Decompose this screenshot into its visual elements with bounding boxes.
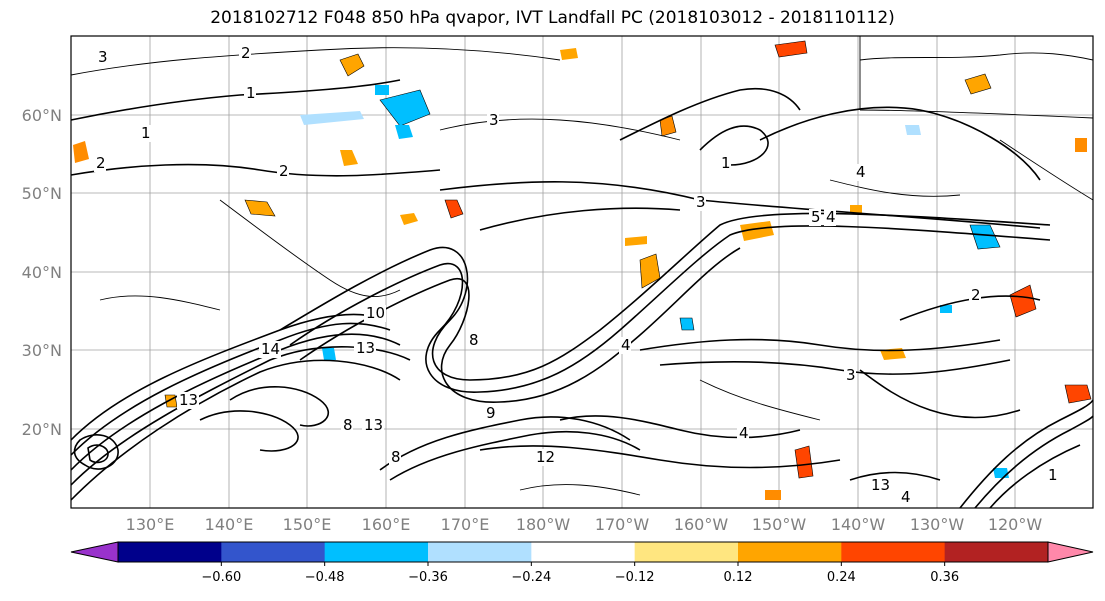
- lon-label: 150°W: [752, 515, 807, 534]
- lon-label: 180°W: [516, 515, 571, 534]
- colorbar-segment: [738, 542, 842, 562]
- contour-label: 3: [98, 48, 108, 66]
- colorbar-extend-max: [1047, 541, 1094, 563]
- contour-label: 14: [261, 340, 280, 358]
- qvapor-anomaly-fills: [73, 40, 1092, 500]
- colorbar-tick-label: 0.12: [724, 570, 753, 585]
- contour-label: 12: [536, 448, 555, 466]
- contour-label: 8: [391, 448, 401, 466]
- map-frame: [70, 35, 1094, 509]
- contour-label: 8: [469, 331, 479, 349]
- lon-label: 130°E: [126, 515, 175, 534]
- colorbar-segment: [428, 542, 532, 562]
- lon-label: 130°W: [910, 515, 965, 534]
- contour-label: 1: [721, 154, 731, 172]
- contour-label: 13: [871, 476, 890, 494]
- colorbar-segment: [324, 542, 429, 562]
- contour-label: 4: [621, 336, 631, 354]
- colorbar-tick-label: 0.36: [930, 570, 959, 585]
- contour-label: 3: [696, 193, 706, 211]
- colorbar-tick-label: −0.24: [511, 570, 551, 585]
- contour-label: 10: [366, 304, 385, 322]
- colorbar-segment: [634, 542, 739, 562]
- colorbar-segment: [944, 542, 1049, 562]
- lon-label: 170°E: [441, 515, 490, 534]
- lat-label: 50°N: [22, 184, 62, 203]
- contour-label: 1: [246, 84, 256, 102]
- lon-label: 120°W: [988, 515, 1043, 534]
- colorbar-tick-label: −0.36: [408, 570, 448, 585]
- contour-label: 4: [826, 208, 836, 226]
- colorbar-segment: [841, 542, 946, 562]
- lon-label: 140°E: [205, 515, 254, 534]
- contour-label: 3: [846, 366, 856, 384]
- contour-label: 13: [356, 339, 375, 357]
- lat-label: 40°N: [22, 263, 62, 282]
- colorbar-tick-label: −0.48: [305, 570, 345, 585]
- contour-label: 2: [971, 286, 981, 304]
- colorbar-segment: [531, 542, 636, 562]
- contour-label: 4: [856, 163, 866, 181]
- thin-contours: [70, 36, 1094, 496]
- colorbar-segment: [221, 542, 326, 562]
- latitude-labels: 60°N 50°N 40°N 30°N 20°N: [22, 106, 62, 439]
- lon-label: 170°W: [595, 515, 650, 534]
- contour-label: 4: [739, 424, 749, 442]
- map-title: 2018102712 F048 850 hPa qvapor, IVT Land…: [210, 8, 895, 28]
- contour-label: 13: [364, 416, 383, 434]
- contour-label: 13: [179, 391, 198, 409]
- contour-label: 8: [343, 416, 353, 434]
- contour-label: 4: [901, 488, 911, 506]
- contour-label: 1: [1048, 466, 1058, 484]
- contour-label: 1: [141, 124, 151, 142]
- colorbar: −0.60 −0.48 −0.36 −0.24 −0.12 0.12 0.24 0.36: [70, 541, 1094, 585]
- lon-label: 160°W: [674, 515, 729, 534]
- lat-label: 30°N: [22, 341, 62, 360]
- contour-label: 3: [489, 111, 499, 129]
- graticule: [71, 36, 1093, 508]
- lon-label: 150°E: [283, 515, 332, 534]
- colorbar-tick-label: −0.60: [201, 570, 241, 585]
- lat-label: 60°N: [22, 106, 62, 125]
- lat-label: 20°N: [22, 420, 62, 439]
- colorbar-tick-label: −0.12: [615, 570, 655, 585]
- contour-label: 2: [241, 44, 251, 62]
- colorbar-segment: [118, 542, 222, 562]
- colorbar-outline: [117, 541, 1049, 563]
- colorbar-extend-min: [70, 541, 119, 563]
- contour-label: 5: [811, 208, 821, 226]
- lon-label: 140°W: [831, 515, 886, 534]
- longitude-labels: 130°E 140°E 150°E 160°E 170°E 180°W 170°W 160°W…: [126, 515, 1043, 534]
- contour-label: 2: [96, 154, 106, 172]
- colorbar-tick-label: 0.24: [827, 570, 856, 585]
- lon-label: 160°E: [362, 515, 411, 534]
- contour-label: 9: [486, 404, 496, 422]
- contour-label: 2: [279, 162, 289, 180]
